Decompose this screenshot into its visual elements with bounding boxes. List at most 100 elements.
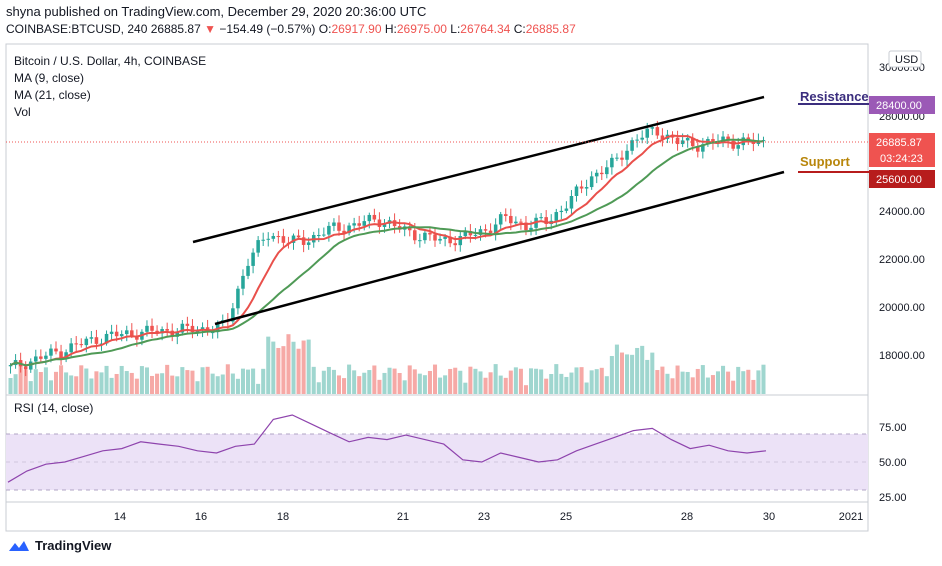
volume-bar (508, 370, 513, 394)
candle-body (165, 329, 169, 331)
volume-bar (746, 369, 751, 394)
volume-bar (655, 370, 660, 394)
volume-bar (175, 376, 180, 394)
volume-bar (372, 365, 377, 394)
volume-bar (645, 359, 650, 394)
volume-bar (185, 370, 190, 394)
candle-body (94, 337, 99, 344)
candle-body (337, 222, 341, 231)
volume-bar (438, 377, 443, 394)
price-tick: 20000.00 (879, 302, 925, 314)
volume-bar (256, 383, 261, 394)
volume-bar (614, 344, 619, 394)
time-axis[interactable]: 14 16 18 21 23 25 28 30 2021 (114, 511, 863, 523)
volume-bar (544, 378, 549, 394)
currency-button[interactable] (888, 50, 922, 68)
candle-body (84, 338, 89, 346)
candle-body (635, 139, 639, 141)
volume-bar (559, 373, 564, 394)
candle-body (251, 252, 255, 266)
volume-bar (690, 377, 695, 394)
candle-body (630, 140, 634, 151)
volume-bar (619, 352, 625, 394)
time-label: 18 (277, 511, 289, 523)
candle-body (458, 236, 463, 246)
volume-bar (155, 373, 160, 394)
candle-body (190, 325, 195, 333)
candle-body (418, 240, 422, 242)
volume-bar (149, 375, 155, 394)
volume-bar (261, 368, 266, 394)
volume-bar (119, 365, 124, 394)
volume-bar (200, 367, 205, 394)
candle-body (413, 230, 417, 241)
candle-body (599, 172, 604, 175)
volume-bar (761, 364, 766, 394)
volume-bar (680, 371, 685, 394)
candle-body (372, 214, 377, 220)
candle-body (276, 236, 281, 238)
volume-bar (422, 375, 427, 394)
volume-bar (665, 373, 670, 394)
volume-bar (215, 376, 220, 394)
volume-bar (534, 368, 539, 394)
candle-body (524, 222, 528, 231)
ma9-line (10, 134, 764, 367)
volume-bar (362, 372, 367, 394)
legend-rsi: RSI (14, close) (14, 401, 93, 415)
candle-body (726, 136, 730, 141)
volume-bar (286, 334, 291, 394)
volume-bar (589, 370, 594, 394)
volume-bar (326, 366, 331, 394)
volume-bar (230, 373, 235, 394)
volume-bar (443, 375, 448, 394)
volume-bar (336, 375, 342, 394)
volume-bar (251, 368, 256, 394)
volume-bar (69, 375, 74, 394)
volume-bar (635, 347, 640, 394)
candle-body (746, 137, 751, 140)
candle-body (473, 234, 478, 236)
volume-bar (700, 365, 705, 394)
volume-bar (483, 377, 488, 394)
candle-body (322, 234, 326, 236)
volume-bar (165, 364, 170, 394)
candle-body (352, 223, 356, 226)
price-tick: 22000.00 (879, 254, 925, 266)
volume-bar (726, 371, 731, 394)
volume-bar (736, 366, 741, 394)
candle-body (428, 232, 432, 235)
candle-body (34, 356, 38, 362)
candle-body (236, 288, 240, 309)
candle-body (660, 135, 665, 140)
resistance-label: Resistance (800, 89, 869, 104)
volume-bar (731, 380, 736, 394)
rsi-axis[interactable]: 75.00 50.00 25.00 (879, 422, 907, 504)
volume-bar (321, 370, 326, 394)
volume-bar (478, 371, 483, 394)
resistance-tag-value: 28400.00 (876, 100, 922, 112)
time-label: 30 (763, 511, 775, 523)
candle-body (569, 196, 574, 209)
candle-body (215, 322, 220, 333)
candle-body (514, 221, 518, 224)
tradingview-logo[interactable]: TradingView (8, 538, 111, 553)
volume-bar (640, 345, 645, 394)
volume-bar (675, 365, 680, 394)
volume-bar (23, 370, 28, 394)
volume-bar (741, 371, 746, 394)
volume-bar (503, 377, 508, 394)
volume-bar (246, 369, 251, 394)
volume-bar (377, 379, 382, 394)
volume-bar (220, 374, 225, 394)
support-tag-value: 25600.00 (876, 174, 922, 186)
volume-bar (190, 370, 195, 394)
candle-body (615, 157, 619, 159)
candle-body (124, 330, 129, 335)
high-value: 26975.00 (396, 22, 447, 36)
candle-body (367, 214, 372, 222)
time-label: 16 (195, 511, 207, 523)
volume-bar (518, 368, 523, 394)
volume-bar (64, 372, 69, 394)
